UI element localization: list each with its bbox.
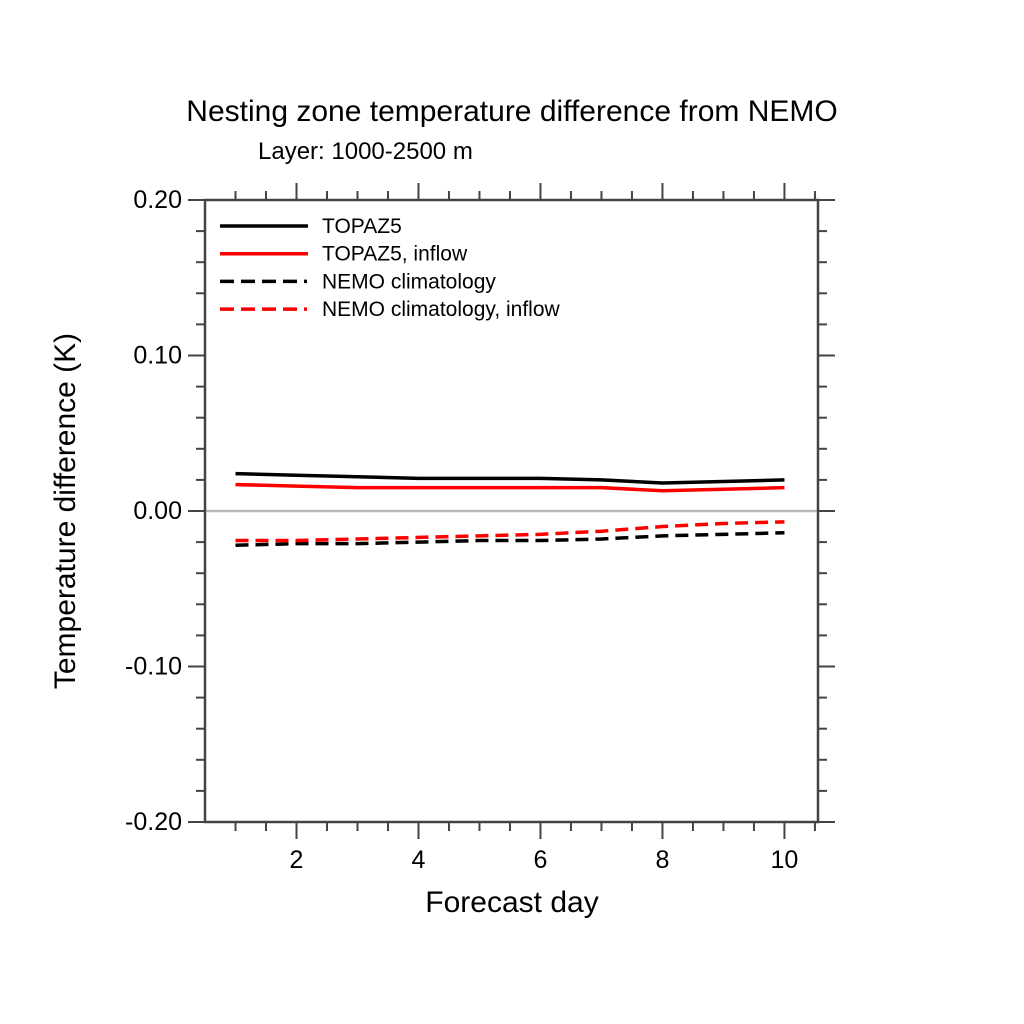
x-tick-label: 8 — [656, 846, 670, 874]
x-axis-title: Forecast day — [425, 886, 599, 919]
x-tick-label: 6 — [534, 846, 548, 874]
series-line-3 — [235, 520, 785, 543]
y-tick-label: 0.10 — [133, 342, 182, 370]
legend-label-1: TOPAZ5, inflow — [322, 243, 468, 266]
series-line-2 — [235, 531, 785, 547]
series-line-1 — [235, 482, 785, 493]
y-tick-label: 0.20 — [133, 186, 182, 214]
x-tick-label: 10 — [771, 846, 799, 874]
x-tick-label: 2 — [290, 846, 304, 874]
legend-label-0: TOPAZ5 — [322, 215, 402, 238]
chart-title: Nesting zone temperature difference from… — [186, 95, 838, 128]
series-line-0 — [235, 471, 785, 485]
x-tick-label: 4 — [412, 846, 426, 874]
legend-label-2: NEMO climatology — [322, 270, 496, 293]
y-tick-label: 0.00 — [133, 497, 182, 525]
legend-label-3: NEMO climatology, inflow — [322, 298, 561, 321]
y-tick-label: -0.10 — [125, 653, 182, 681]
chart-subtitle: Layer: 1000-2500 m — [258, 138, 473, 165]
y-tick-label: -0.20 — [125, 808, 182, 836]
